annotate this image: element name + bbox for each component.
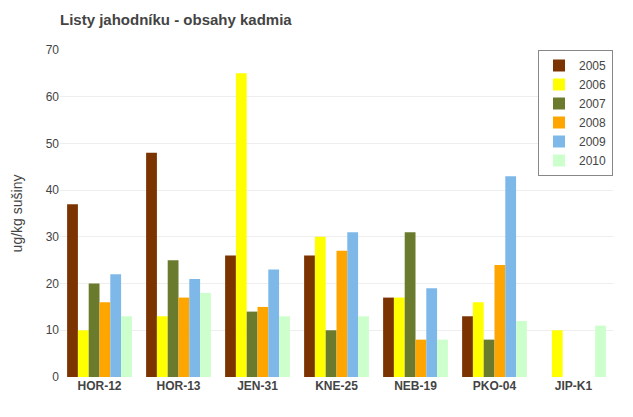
svg-text:2008: 2008 <box>579 116 606 130</box>
svg-text:10: 10 <box>46 323 60 337</box>
svg-text:40: 40 <box>46 183 60 197</box>
svg-text:0: 0 <box>52 370 59 384</box>
svg-text:HOR-12: HOR-12 <box>77 379 121 393</box>
svg-text:2005: 2005 <box>579 59 606 73</box>
svg-text:HOR-13: HOR-13 <box>156 379 200 393</box>
svg-text:60: 60 <box>46 90 60 104</box>
svg-text:2006: 2006 <box>579 78 606 92</box>
svg-text:50: 50 <box>46 137 60 151</box>
svg-text:KNE-25: KNE-25 <box>315 379 358 393</box>
svg-text:2007: 2007 <box>579 97 606 111</box>
svg-text:NEB-19: NEB-19 <box>394 379 437 393</box>
svg-text:JIP-K1: JIP-K1 <box>555 379 593 393</box>
svg-text:70: 70 <box>46 43 60 57</box>
svg-text:JEN-31: JEN-31 <box>237 379 278 393</box>
svg-text:2010: 2010 <box>579 154 606 168</box>
svg-text:20: 20 <box>46 277 60 291</box>
svg-text:Listy jahodníku - obsahy kadmi: Listy jahodníku - obsahy kadmia <box>60 11 292 28</box>
svg-text:PKO-04: PKO-04 <box>473 379 517 393</box>
svg-text:2009: 2009 <box>579 135 606 149</box>
svg-text:ug/kg sušiny: ug/kg sušiny <box>9 175 25 253</box>
svg-text:30: 30 <box>46 230 60 244</box>
